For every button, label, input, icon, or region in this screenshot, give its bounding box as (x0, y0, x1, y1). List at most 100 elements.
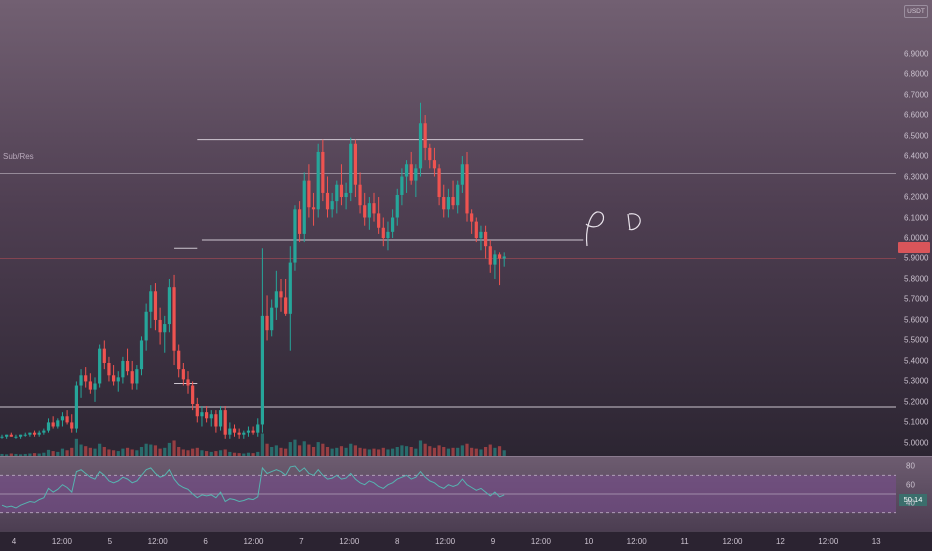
volume-bar (37, 453, 41, 456)
candle-body (363, 205, 367, 218)
candle-body (51, 422, 55, 427)
candle-body (102, 348, 106, 363)
price-tick-label: 6.1000 (904, 213, 929, 222)
price-tick-label: 5.8000 (904, 274, 929, 284)
candle-body (260, 315, 264, 425)
candle-body (251, 430, 255, 433)
volume-bar (232, 452, 237, 456)
candle-body (181, 369, 185, 380)
candle-body (288, 262, 292, 314)
volume-bar (74, 438, 78, 456)
price-tick-label: 6.9000 (904, 49, 929, 59)
volume-bar (460, 445, 464, 456)
volume-bar (363, 448, 367, 456)
candle-body (391, 217, 395, 232)
volume-bar (391, 448, 395, 456)
candle-body (56, 420, 60, 427)
rsi-tick-label: 80 (906, 461, 915, 471)
candle-body (228, 428, 232, 435)
last-price-tag (898, 242, 930, 253)
indicator-label: Sub/Res (3, 152, 34, 161)
price-tick-label: 6.3000 (904, 172, 929, 182)
candle-body (311, 207, 316, 210)
time-tick-label: 4 (11, 537, 17, 546)
candle-body (60, 416, 65, 421)
volume-bar (400, 445, 404, 456)
volume-bar (23, 453, 27, 456)
candle-body (451, 197, 455, 206)
volume-bar (437, 445, 441, 456)
candle-body (98, 348, 102, 384)
candle-body (404, 164, 409, 177)
volume-bar (293, 439, 297, 456)
candle-body (149, 291, 153, 312)
candle-body (335, 184, 339, 202)
time-tick-label: 12:00 (626, 537, 647, 546)
candle-body (5, 434, 9, 437)
candle-body (125, 360, 130, 372)
candle-body (409, 164, 413, 181)
rsi-tick-label: 40 (906, 498, 915, 508)
volume-bar (377, 449, 381, 456)
candle-body (344, 192, 348, 198)
volume-bar (479, 449, 483, 456)
volume-bar (265, 443, 269, 456)
time-tick-label: 12:00 (51, 537, 72, 546)
volume-bar (381, 447, 385, 456)
volume-bar (414, 448, 418, 456)
volume-bar (451, 447, 455, 456)
volume-bar (98, 443, 102, 456)
time-tick-label: 12:00 (339, 537, 360, 546)
price-tick-label: 5.9000 (904, 253, 929, 263)
time-axis[interactable] (0, 531, 932, 551)
volume-bar (28, 453, 32, 456)
volume-bar (228, 451, 232, 456)
candle-body (284, 297, 288, 314)
volume-bar (9, 453, 13, 456)
candle-body (325, 192, 330, 210)
candle-body (386, 231, 390, 238)
volume-bar (158, 448, 162, 456)
candle-body (167, 287, 171, 325)
volume-bar (432, 447, 437, 456)
candle-body (209, 414, 213, 419)
candle-body (139, 340, 144, 370)
volume-bar (284, 448, 288, 456)
volume-bar (209, 451, 213, 456)
volume-bar (130, 449, 134, 456)
volume-bar (5, 454, 9, 456)
candle-body (400, 176, 404, 195)
candle-body (330, 201, 334, 210)
time-tick-label: 10 (584, 537, 594, 546)
volume-bar (79, 444, 83, 456)
candle-body (223, 410, 227, 435)
price-pane[interactable] (0, 0, 932, 456)
volume-bar (46, 449, 51, 456)
volume-bar (242, 453, 246, 456)
volume-bar (298, 445, 302, 456)
candle-body (470, 213, 474, 222)
volume-bar (349, 443, 353, 456)
volume-bar (404, 446, 409, 456)
currency-badge[interactable]: USDT (904, 5, 928, 18)
volume-bar (0, 453, 4, 456)
volume-bar (339, 446, 344, 456)
volume-bar (56, 451, 60, 456)
candle-body (442, 197, 446, 210)
candle-body (135, 369, 139, 384)
volume-bar (372, 448, 376, 456)
candle-body (502, 256, 506, 259)
candle-body (0, 436, 4, 438)
rsi-line (1, 465, 505, 509)
candle-body (493, 254, 497, 265)
volume-bar (60, 448, 65, 456)
rsi-value-tag: 50.14 (899, 494, 927, 506)
candle-body (107, 362, 111, 376)
volume-bar (279, 447, 283, 456)
price-tick-label: 6.7000 (904, 90, 929, 100)
price-tick-label: 6.4000 (904, 151, 929, 161)
annotation-stroke (627, 213, 641, 231)
price-tick-label: 5.1000 (904, 417, 929, 427)
volume-bar (205, 451, 209, 456)
